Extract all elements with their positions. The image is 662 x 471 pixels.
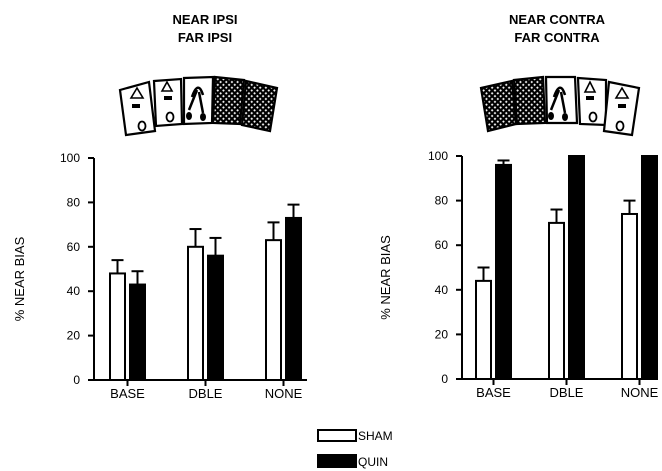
left-title-line-1: NEAR IPSI — [172, 12, 237, 27]
left-title-line-2: FAR IPSI — [178, 30, 232, 45]
right-bar-sham-none — [621, 212, 638, 380]
left-y-tick-label: 20 — [67, 329, 81, 343]
left-category-label-none: NONE — [265, 386, 303, 401]
right-y-tick-label: 80 — [435, 194, 449, 208]
legend-swatch-quin — [317, 454, 357, 468]
right-bar-sham-base — [475, 279, 492, 381]
right-category-label-base: BASE — [476, 385, 511, 400]
left-bar-quin-base — [129, 283, 146, 382]
left-bar-sham-none — [265, 239, 282, 381]
left-bar-quin-dble — [207, 254, 224, 381]
right-bar-quin-none — [641, 155, 658, 380]
legend-swatch-sham — [317, 429, 357, 442]
left-bar-sham-dble — [187, 245, 204, 381]
right-y-axis-label: % NEAR BIAS — [378, 235, 393, 320]
left-bar-quin-none — [285, 216, 302, 381]
left-y-tick-label: 100 — [60, 151, 80, 165]
right-bar-quin-dble — [568, 155, 585, 380]
left-card-array-illustration — [118, 75, 279, 137]
left-y-tick-label: 40 — [67, 284, 81, 298]
legend-label-quin: QUIN — [358, 455, 388, 469]
left-category-label-base: BASE — [110, 386, 145, 401]
left-category-label-dble: DBLE — [189, 386, 223, 401]
right-y-tick-label: 100 — [428, 149, 448, 163]
right-category-label-none: NONE — [621, 385, 659, 400]
right-title-line-2: FAR CONTRA — [514, 30, 600, 45]
right-y-tick-label: 40 — [435, 283, 449, 297]
left-bar-chart: 0 20 40 60 80 100 % NEAR BIAS BASE DBLE NONE — [12, 151, 307, 401]
left-y-tick-label: 60 — [67, 240, 81, 254]
left-y-tick-label: 80 — [67, 195, 81, 209]
legend: SHAM QUIN — [317, 429, 393, 469]
left-bar-sham-base — [109, 272, 126, 381]
right-title-line-1: NEAR CONTRA — [509, 12, 606, 27]
left-y-tick-label: 0 — [73, 373, 80, 387]
legend-label-sham: SHAM — [358, 429, 393, 443]
right-category-label-dble: DBLE — [550, 385, 584, 400]
right-bar-chart: 0 20 40 60 80 100 % NEAR BIAS BASE DBLE NONE — [378, 149, 659, 400]
right-card-array-illustration — [479, 75, 641, 137]
right-y-tick-label: 20 — [435, 327, 449, 341]
right-y-tick-label: 60 — [435, 238, 449, 252]
right-bar-sham-dble — [548, 221, 565, 380]
left-y-axis-label: % NEAR BIAS — [12, 236, 27, 321]
right-y-tick-label: 0 — [441, 372, 448, 386]
right-bar-quin-base — [495, 163, 512, 380]
